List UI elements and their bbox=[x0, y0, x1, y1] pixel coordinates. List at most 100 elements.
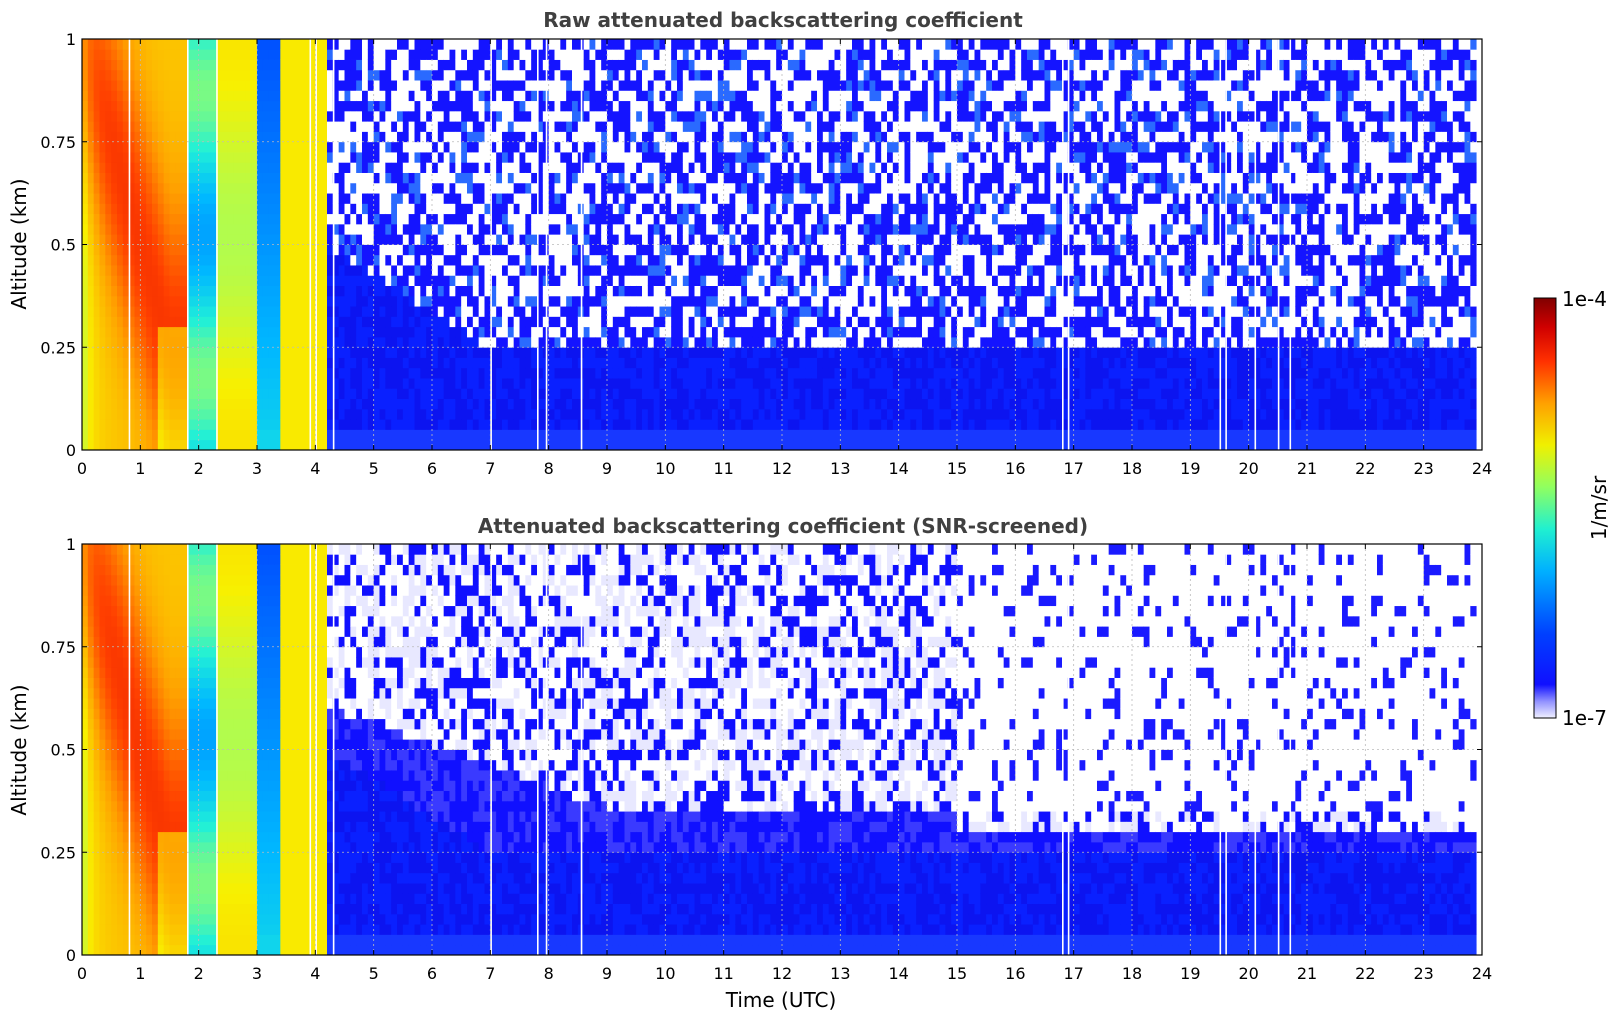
heatmap-cell bbox=[572, 367, 579, 379]
heatmap-cell bbox=[659, 110, 666, 122]
heatmap-cell bbox=[379, 398, 386, 410]
heatmap-cell bbox=[414, 172, 421, 184]
heatmap-cell bbox=[117, 367, 124, 379]
heatmap-cell bbox=[245, 39, 252, 50]
heatmap-cell bbox=[741, 254, 748, 266]
heatmap-cell bbox=[233, 131, 240, 143]
heatmap-cell bbox=[274, 336, 281, 348]
heatmap-cell bbox=[99, 275, 106, 286]
heatmap-cell bbox=[443, 182, 450, 194]
heatmap-cell bbox=[432, 306, 439, 317]
heatmap-cell bbox=[478, 59, 485, 71]
heatmap-cell bbox=[239, 80, 246, 91]
heatmap-cell bbox=[280, 234, 287, 245]
heatmap-cell bbox=[251, 378, 258, 389]
heatmap-cell bbox=[659, 347, 666, 358]
heatmap-cell bbox=[601, 265, 608, 276]
heatmap-cell bbox=[671, 90, 678, 102]
heatmap-cell bbox=[607, 378, 614, 389]
heatmap-cell bbox=[595, 213, 602, 225]
heatmap-cell bbox=[391, 388, 398, 400]
heatmap-cell bbox=[700, 90, 707, 102]
heatmap-cell bbox=[647, 152, 655, 163]
heatmap-cell bbox=[105, 275, 112, 286]
heatmap-cell bbox=[373, 39, 380, 50]
heatmap-cell bbox=[700, 419, 707, 430]
heatmap-cell bbox=[87, 90, 95, 102]
heatmap-cell bbox=[624, 90, 631, 102]
heatmap-cell bbox=[437, 285, 445, 297]
heatmap-cell bbox=[251, 254, 258, 266]
heatmap-cell bbox=[653, 336, 660, 348]
heatmap-cell bbox=[93, 39, 100, 50]
heatmap-cell bbox=[566, 203, 573, 215]
heatmap-cell bbox=[752, 316, 760, 328]
heatmap-cell bbox=[134, 378, 141, 389]
heatmap-cell bbox=[356, 439, 363, 451]
heatmap-cell bbox=[414, 203, 421, 215]
heatmap-cell bbox=[327, 152, 334, 163]
heatmap-cell bbox=[647, 347, 655, 358]
heatmap-cell bbox=[624, 254, 631, 266]
heatmap-cell bbox=[332, 306, 340, 317]
heatmap-cell bbox=[630, 152, 637, 163]
heatmap-cell bbox=[782, 429, 789, 441]
heatmap-cell bbox=[397, 110, 404, 122]
heatmap-cell bbox=[397, 357, 404, 369]
heatmap-cell bbox=[146, 439, 153, 451]
heatmap-cell bbox=[198, 141, 205, 153]
heatmap-cell bbox=[315, 49, 322, 60]
heatmap-cell bbox=[799, 100, 806, 112]
heatmap-cell bbox=[688, 69, 695, 81]
heatmap-cell bbox=[367, 131, 375, 143]
heatmap-cell bbox=[490, 326, 497, 338]
heatmap-cell bbox=[122, 152, 130, 163]
heatmap-cell bbox=[554, 367, 561, 379]
heatmap-cell bbox=[525, 408, 532, 420]
heatmap-cell bbox=[315, 254, 322, 266]
heatmap-cell bbox=[752, 59, 760, 71]
heatmap-cell bbox=[175, 275, 182, 286]
heatmap-cell bbox=[752, 110, 760, 122]
heatmap-cell bbox=[747, 419, 754, 430]
heatmap-cell bbox=[268, 131, 275, 143]
heatmap-cell bbox=[344, 367, 351, 379]
heatmap-cell bbox=[140, 223, 147, 235]
heatmap-cell bbox=[321, 69, 328, 81]
heatmap-cell bbox=[93, 388, 100, 400]
heatmap-cell bbox=[572, 439, 579, 451]
heatmap-cell bbox=[642, 378, 649, 389]
heatmap-cell bbox=[618, 234, 625, 245]
heatmap-cell bbox=[677, 69, 684, 81]
heatmap-cell bbox=[583, 398, 590, 410]
heatmap-cell bbox=[764, 357, 771, 369]
heatmap-cell bbox=[700, 39, 707, 50]
heatmap-cell bbox=[385, 162, 392, 173]
heatmap-cell bbox=[484, 306, 491, 317]
heatmap-cell bbox=[426, 244, 433, 256]
heatmap-cell bbox=[449, 429, 456, 441]
heatmap-cell bbox=[793, 182, 800, 194]
heatmap-cell bbox=[437, 203, 445, 215]
heatmap-cell bbox=[507, 439, 515, 451]
heatmap-cell bbox=[327, 234, 334, 245]
heatmap-cell bbox=[274, 326, 281, 338]
heatmap-cell bbox=[105, 336, 112, 348]
heatmap-cell bbox=[513, 39, 520, 50]
heatmap-cell bbox=[414, 419, 421, 430]
heatmap-cell bbox=[297, 234, 305, 245]
heatmap-cell bbox=[286, 172, 293, 184]
heatmap-cell bbox=[741, 439, 748, 451]
heatmap-cell bbox=[233, 234, 240, 245]
heatmap-cell bbox=[292, 378, 299, 389]
heatmap-cell bbox=[764, 80, 771, 91]
heatmap-cell bbox=[379, 275, 386, 286]
heatmap-cell bbox=[566, 234, 573, 245]
heatmap-cell bbox=[671, 193, 678, 204]
heatmap-cell bbox=[117, 254, 124, 266]
heatmap-cell bbox=[344, 39, 351, 50]
heatmap-cell bbox=[525, 121, 532, 132]
heatmap-cell bbox=[607, 275, 614, 286]
heatmap-cell bbox=[286, 388, 293, 400]
heatmap-cell bbox=[618, 90, 625, 102]
